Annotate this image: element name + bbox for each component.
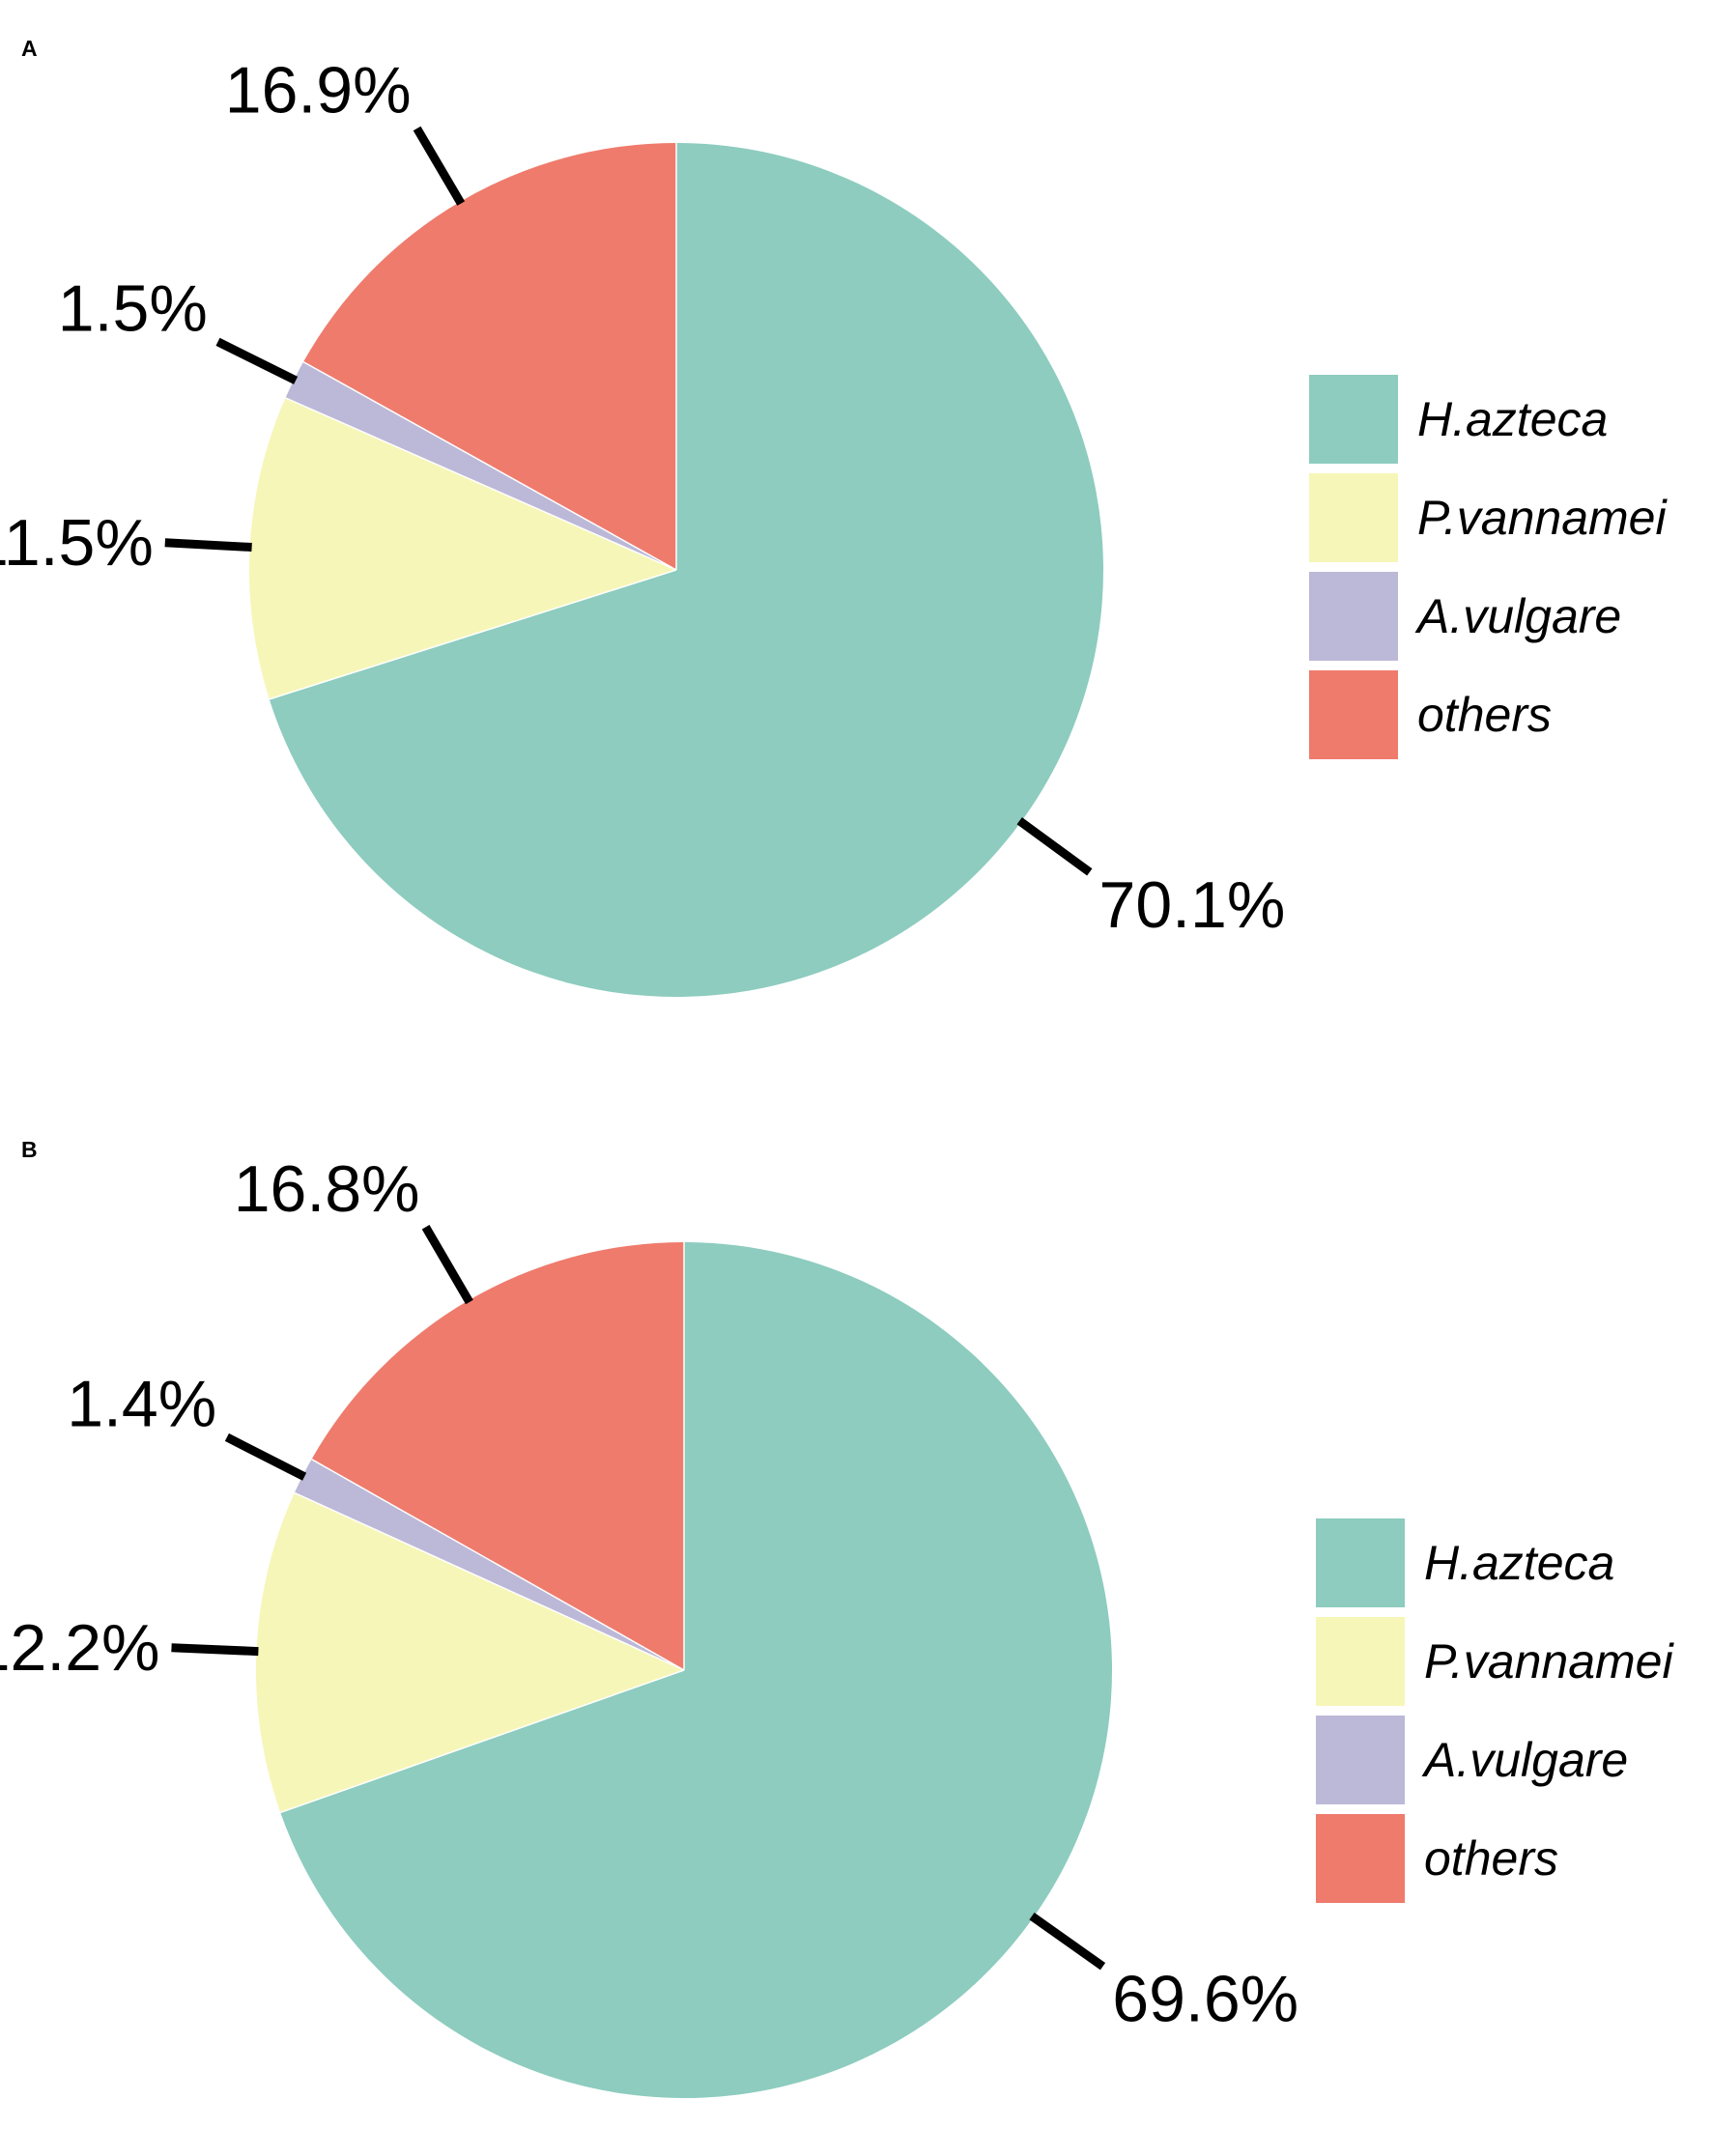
legend-label: A.vulgare: [1421, 1733, 1628, 1787]
slice-label: 1.4%: [67, 1368, 216, 1441]
slice-label: 11.5%: [0, 506, 154, 580]
pie-slice-p-vannamei: [248, 397, 676, 699]
legend-label: A.vulgare: [1414, 589, 1621, 643]
legend-label: H.azteca: [1424, 1536, 1614, 1590]
slice-label: 1.5%: [58, 272, 208, 346]
leader-line: [413, 126, 466, 206]
slice-separator: [280, 1669, 685, 1814]
panel-letter-b: B: [21, 1137, 38, 1162]
pie-slice-a-vulgare: [285, 361, 676, 570]
leader-line: [171, 1643, 259, 1657]
leader-line: [215, 337, 299, 384]
legend-label: H.azteca: [1417, 392, 1608, 446]
panel-a: A 70.1% 11.5% 1.5% 16.9% H.azteca P.vannamei A…: [0, 36, 1668, 997]
slice-label: 12.2%: [0, 1611, 160, 1685]
leader-line: [1029, 1913, 1106, 1971]
slice-separator: [302, 360, 677, 571]
legend-label: P.vannamei: [1424, 1634, 1674, 1688]
slice-separator: [269, 569, 677, 700]
legend-swatch: [1309, 473, 1398, 562]
legend-label: others: [1424, 1831, 1558, 1886]
legend-swatch: [1316, 1716, 1405, 1804]
leader-line: [164, 538, 252, 552]
pie-slice-others: [303, 142, 676, 570]
legend-swatch: [1309, 375, 1398, 464]
slice-label: 16.8%: [234, 1152, 420, 1226]
legend-swatch: [1316, 1518, 1405, 1607]
pie-slice-others: [311, 1242, 684, 1670]
panel-letter-a: A: [21, 36, 38, 61]
slice-label: 69.6%: [1112, 1963, 1298, 2036]
legend-swatch: [1316, 1814, 1405, 1903]
pie-slice-a-vulgare: [294, 1459, 684, 1670]
slice-separator: [311, 1459, 685, 1671]
pie-slice-p-vannamei: [256, 1492, 684, 1813]
slice-separator: [285, 397, 677, 571]
legend-swatch: [1316, 1617, 1405, 1706]
pie-slice-h-azteca: [280, 1242, 1113, 2099]
leader-line: [1016, 817, 1093, 876]
slice-label: 16.9%: [225, 54, 412, 128]
legend-swatch: [1309, 572, 1398, 661]
legend-swatch: [1309, 670, 1398, 759]
leader-line: [421, 1225, 473, 1305]
pie-slice-h-azteca: [269, 143, 1103, 997]
leader-line: [224, 1433, 307, 1481]
legend-label: others: [1417, 688, 1552, 742]
slice-label: 70.1%: [1099, 868, 1286, 942]
slice-separator: [294, 1491, 685, 1671]
legend-label: P.vannamei: [1417, 491, 1668, 545]
panel-b: B 69.6% 12.2% 1.4% 16.8% H.azteca P.vannamei A…: [0, 1137, 1674, 2099]
